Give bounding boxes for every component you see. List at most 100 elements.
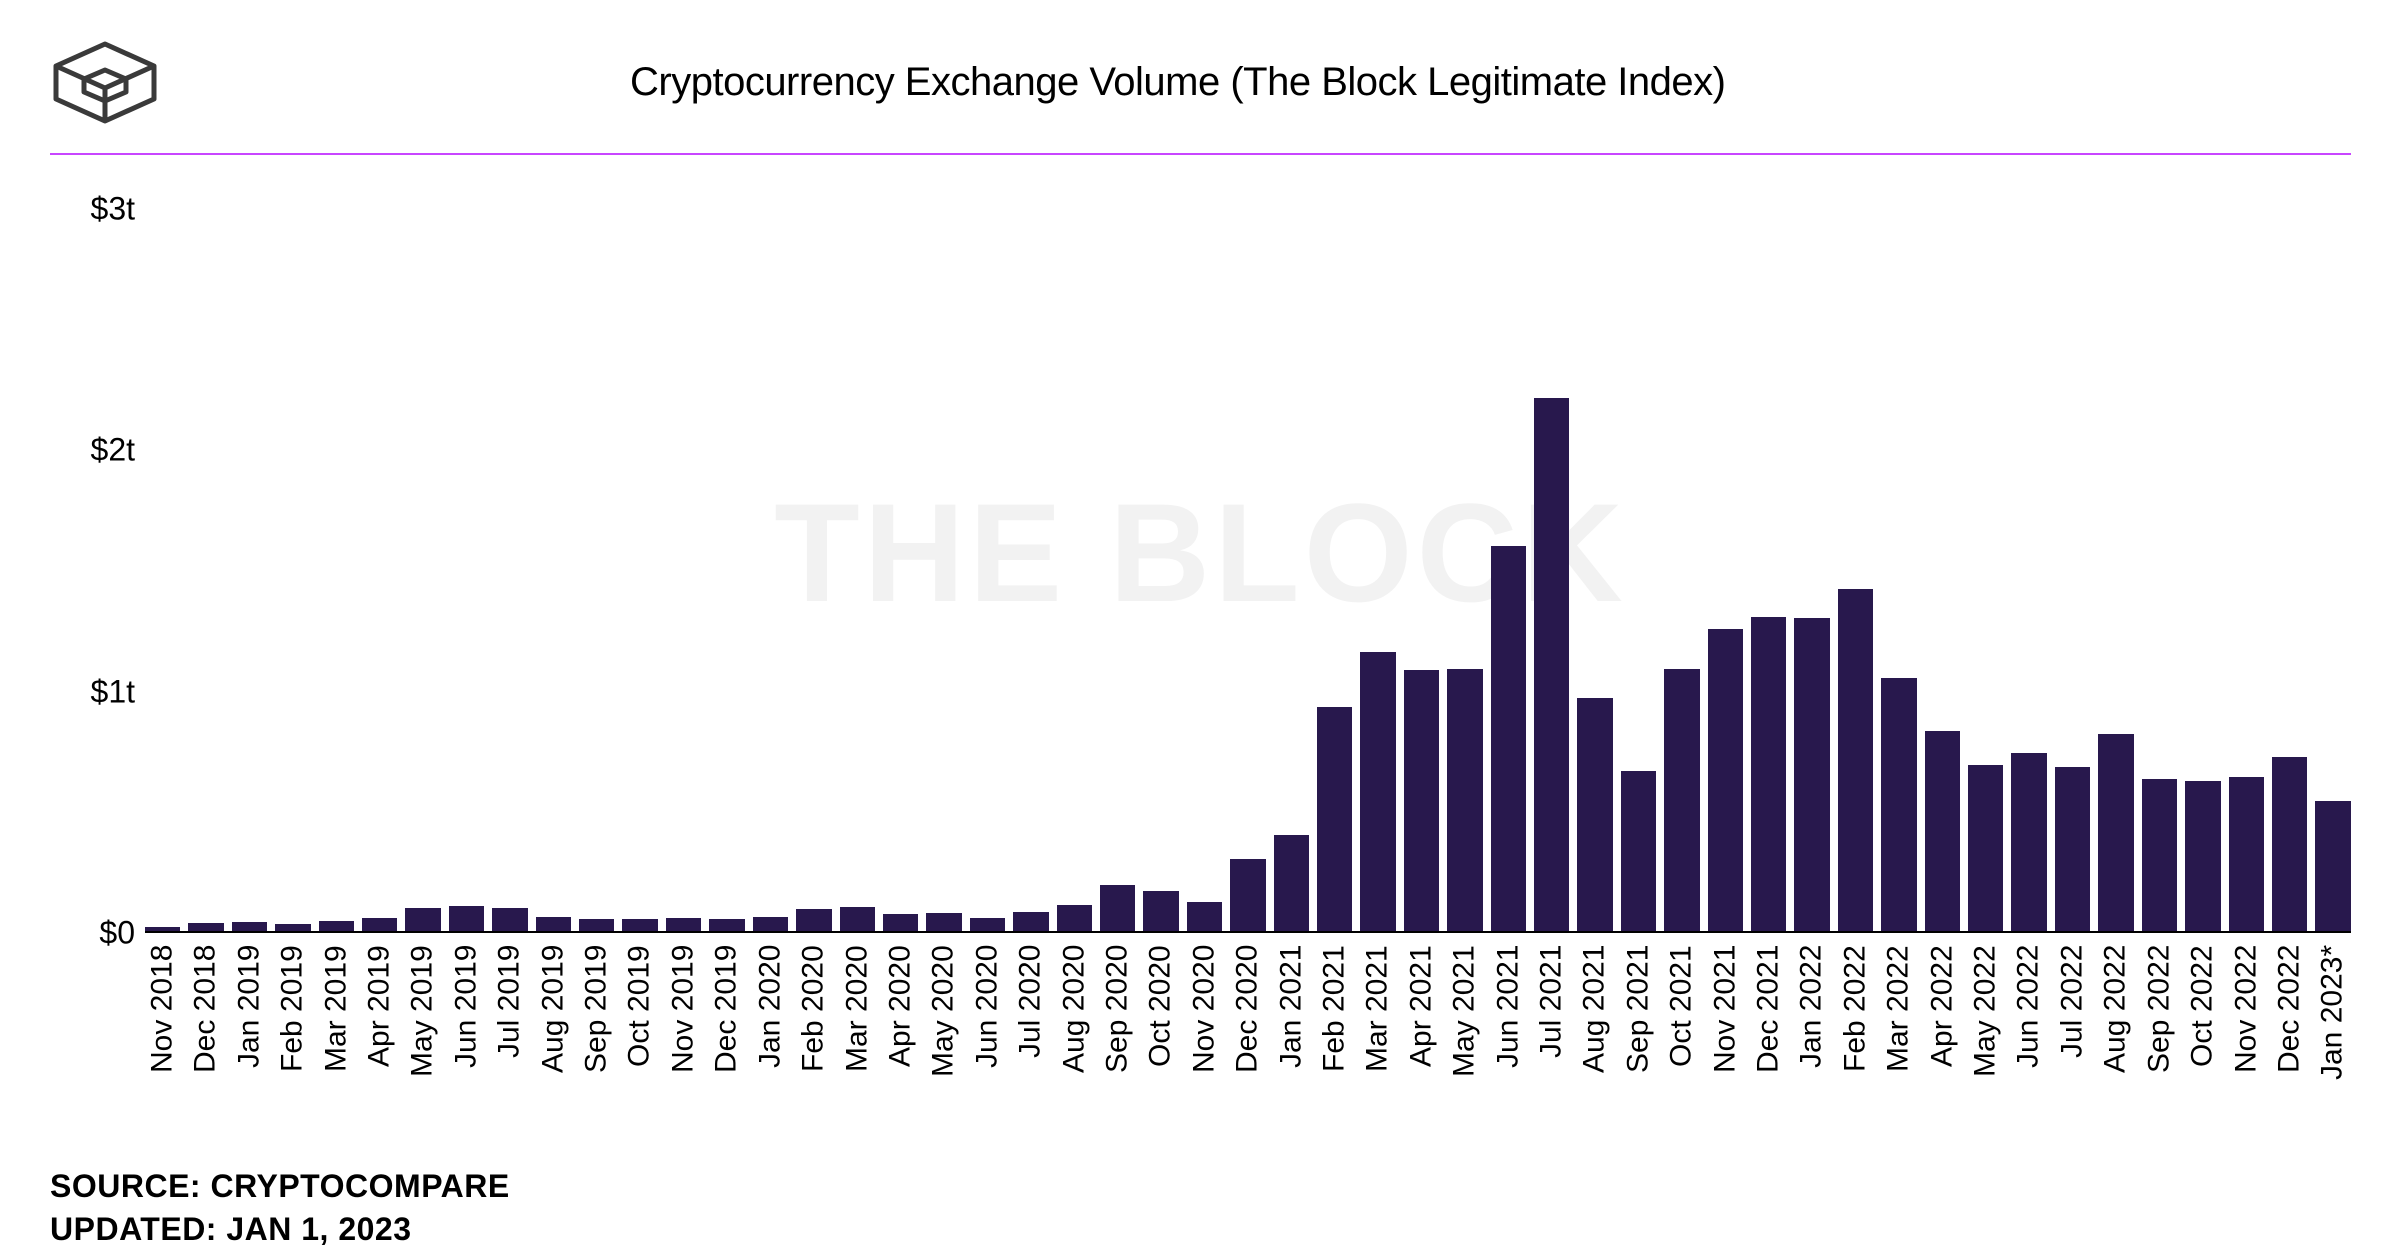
- x-tick-label: Oct 2019: [622, 945, 657, 1135]
- x-tick-label: Sep 2021: [1621, 945, 1656, 1135]
- bar: [1230, 859, 1265, 931]
- bar: [275, 924, 310, 931]
- x-tick-label: Apr 2019: [362, 945, 397, 1135]
- bar: [1100, 885, 1135, 931]
- bar-column: [275, 173, 310, 931]
- x-tick-label: Mar 2021: [1360, 945, 1395, 1135]
- source-line: SOURCE: CRYPTOCOMPARE: [50, 1165, 2351, 1208]
- bar: [2098, 734, 2133, 931]
- x-tick-label: Dec 2022: [2272, 945, 2307, 1135]
- bar: [1143, 891, 1178, 931]
- bar-column: [2055, 173, 2090, 931]
- x-tick-label: Nov 2021: [1708, 945, 1743, 1135]
- bar-column: [796, 173, 831, 931]
- bar-column: [536, 173, 571, 931]
- bar-column: [492, 173, 527, 931]
- bar: [1664, 669, 1699, 931]
- bar-column: [1838, 173, 1873, 931]
- bar-column: [1708, 173, 1743, 931]
- x-tick-label: Sep 2019: [579, 945, 614, 1135]
- bar: [2315, 801, 2350, 931]
- bar-column: [2142, 173, 2177, 931]
- bar-column: [1577, 173, 1612, 931]
- x-tick-label: Jan 2023*: [2315, 945, 2350, 1135]
- bar: [883, 914, 918, 931]
- x-tick-label: Sep 2022: [2142, 945, 2177, 1135]
- bar: [840, 907, 875, 931]
- bar-column: [1794, 173, 1829, 931]
- bar-column: [319, 173, 354, 931]
- bar-column: [2272, 173, 2307, 931]
- bar: [579, 919, 614, 931]
- x-tick-label: Feb 2019: [275, 945, 310, 1135]
- theblock-logo-icon: [50, 40, 160, 125]
- bar: [405, 908, 440, 931]
- bar: [1534, 398, 1569, 931]
- x-tick-label: Jan 2021: [1274, 945, 1309, 1135]
- bar-column: [622, 173, 657, 931]
- chart-footer: SOURCE: CRYPTOCOMPARE UPDATED: JAN 1, 20…: [50, 1165, 2351, 1251]
- bar: [2185, 781, 2220, 931]
- bar: [1491, 546, 1526, 931]
- bar: [2272, 757, 2307, 931]
- bar: [666, 918, 701, 931]
- x-tick-label: Nov 2020: [1187, 945, 1222, 1135]
- y-tick-label: $3t: [91, 191, 135, 228]
- x-tick-label: May 2019: [405, 945, 440, 1135]
- bar-column: [926, 173, 961, 931]
- x-tick-label: May 2022: [1968, 945, 2003, 1135]
- x-tick-label: Jan 2019: [232, 945, 267, 1135]
- bar: [1187, 902, 1222, 931]
- x-tick-label: May 2021: [1447, 945, 1482, 1135]
- bar: [970, 918, 1005, 931]
- bar: [1925, 731, 1960, 931]
- x-tick-label: Jul 2022: [2055, 945, 2090, 1135]
- x-tick-label: Sep 2020: [1100, 945, 1135, 1135]
- bar: [449, 906, 484, 931]
- bar: [1968, 765, 2003, 931]
- bar-column: [405, 173, 440, 931]
- bar: [1751, 617, 1786, 931]
- x-tick-label: Jun 2022: [2011, 945, 2046, 1135]
- bar-column: [1881, 173, 1916, 931]
- bar-column: [1491, 173, 1526, 931]
- header-rule: [50, 153, 2351, 155]
- bar-column: [883, 173, 918, 931]
- bar-column: [1664, 173, 1699, 931]
- x-tick-label: Aug 2020: [1057, 945, 1092, 1135]
- bar-column: [840, 173, 875, 931]
- x-tick-label: Jun 2019: [449, 945, 484, 1135]
- x-tick-label: Jun 2021: [1491, 945, 1526, 1135]
- x-tick-label: May 2020: [926, 945, 961, 1135]
- x-tick-label: Nov 2022: [2229, 945, 2264, 1135]
- y-tick-label: $2t: [91, 432, 135, 469]
- x-tick-label: Jul 2020: [1013, 945, 1048, 1135]
- x-axis: Nov 2018Dec 2018Jan 2019Feb 2019Mar 2019…: [145, 945, 2351, 1135]
- x-tick-label: Jan 2022: [1794, 945, 1829, 1135]
- bar: [709, 919, 744, 931]
- x-tick-label: Mar 2020: [840, 945, 875, 1135]
- y-axis: $0$1t$2t$3t: [50, 173, 145, 933]
- bar: [1057, 905, 1092, 931]
- bar-column: [1274, 173, 1309, 931]
- chart-title: Cryptocurrency Exchange Volume (The Bloc…: [630, 60, 1725, 105]
- bar: [492, 908, 527, 931]
- bar: [1708, 629, 1743, 931]
- y-tick-label: $0: [99, 915, 135, 952]
- bar: [1013, 912, 1048, 931]
- bar-column: [1968, 173, 2003, 931]
- bar-column: [1751, 173, 1786, 931]
- bar-column: [1057, 173, 1092, 931]
- x-tick-label: Oct 2021: [1664, 945, 1699, 1135]
- bar-column: [2098, 173, 2133, 931]
- x-tick-label: Nov 2019: [666, 945, 701, 1135]
- chart-container: Cryptocurrency Exchange Volume (The Bloc…: [0, 0, 2401, 1260]
- chart-header: Cryptocurrency Exchange Volume (The Bloc…: [50, 40, 2351, 153]
- bar-column: [1230, 173, 1265, 931]
- x-tick-label: Apr 2020: [883, 945, 918, 1135]
- bar: [2229, 777, 2264, 931]
- bar-column: [1447, 173, 1482, 931]
- x-tick-label: Dec 2018: [188, 945, 223, 1135]
- bar-column: [1925, 173, 1960, 931]
- bar-column: [188, 173, 223, 931]
